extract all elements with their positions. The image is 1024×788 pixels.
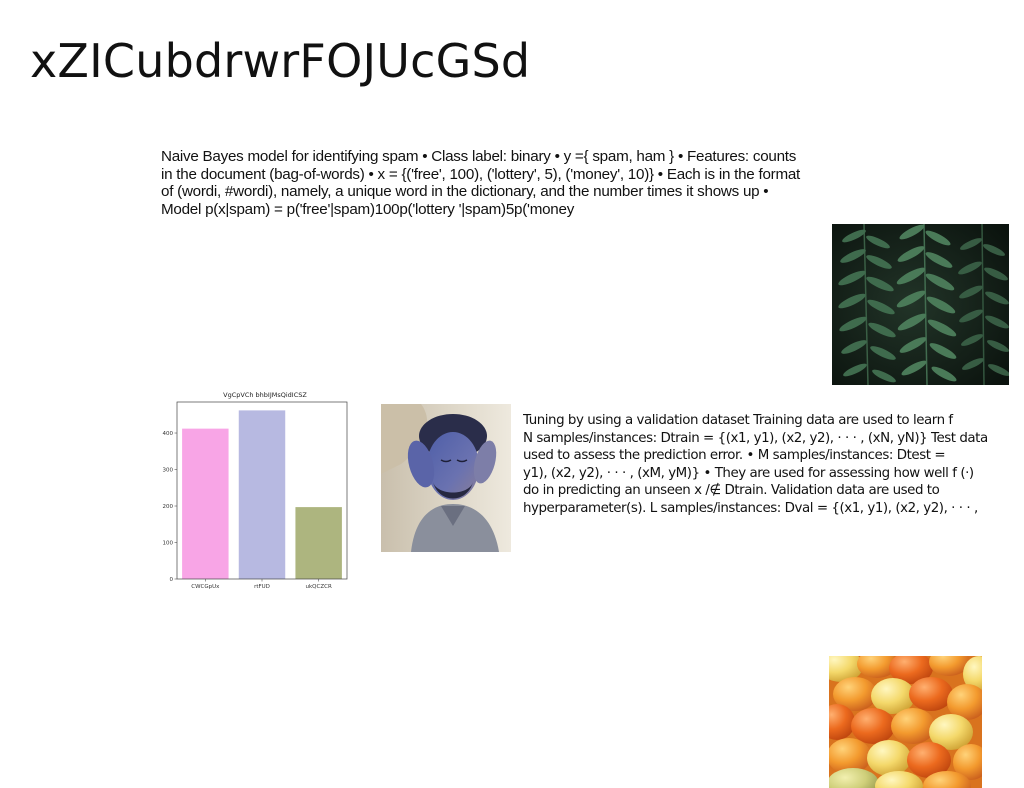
body-text-validation: Tuning by using a validation dataset Tra… — [523, 412, 1024, 518]
chart-frame — [176, 401, 348, 580]
chart-bar — [295, 507, 342, 579]
fern-illustration — [832, 224, 1009, 385]
validation-text-line: N samples/instances: Dtrain = {(x1, y1),… — [523, 430, 988, 446]
chart-y-tick-label: 300 — [163, 468, 174, 474]
bar-chart: VgCpVCh bhbIJMsQidICSZ CWCGpUx rtFUD ukQCZ… — [160, 388, 360, 593]
validation-text-line: y1), (x2, y2), · · · , (xM, yM)} • They … — [523, 465, 974, 481]
blobs-illustration — [829, 656, 982, 788]
chart-bar — [238, 410, 286, 579]
portrait-illustration — [381, 404, 511, 552]
validation-text-line: Tuning by using a validation dataset Tra… — [523, 413, 953, 428]
bar-chart-svg: VgCpVCh bhbIJMsQidICSZ CWCGpUx rtFUD ukQCZ… — [163, 391, 348, 590]
chart-x-tick-label: rtFUD — [254, 584, 270, 590]
chart-plot-area: CWCGpUx rtFUD ukQCZCR 0 100 200 300 400 — [163, 401, 348, 590]
chart-y-tick-label: 0 — [170, 577, 174, 583]
validation-text-line: used to assess the prediction error. • M… — [523, 448, 946, 464]
orange-blobs-image — [829, 656, 982, 788]
chart-x-tick-label: ukQCZCR — [306, 584, 332, 590]
chart-title: VgCpVCh bhbIJMsQidICSZ — [223, 391, 307, 399]
chart-y-tick-label: 100 — [163, 541, 174, 547]
chart-y-tick-label: 200 — [163, 504, 174, 510]
validation-text-line: do in predicting an unseen x /∉ Dtrain. … — [523, 483, 940, 499]
fern-image — [832, 224, 1009, 385]
chart-bar — [182, 428, 229, 579]
validation-text-line: hyperparameter(s). L samples/instances: … — [523, 500, 978, 516]
chart-x-tick-label: CWCGpUx — [191, 584, 220, 590]
body-text-naive-bayes: Naive Bayes model for identifying spam •… — [161, 148, 801, 218]
chart-y-tick-label: 400 — [163, 431, 174, 437]
portrait-image — [381, 404, 511, 552]
slide-title: xZICubdrwrFOJUcGSd — [30, 34, 531, 88]
